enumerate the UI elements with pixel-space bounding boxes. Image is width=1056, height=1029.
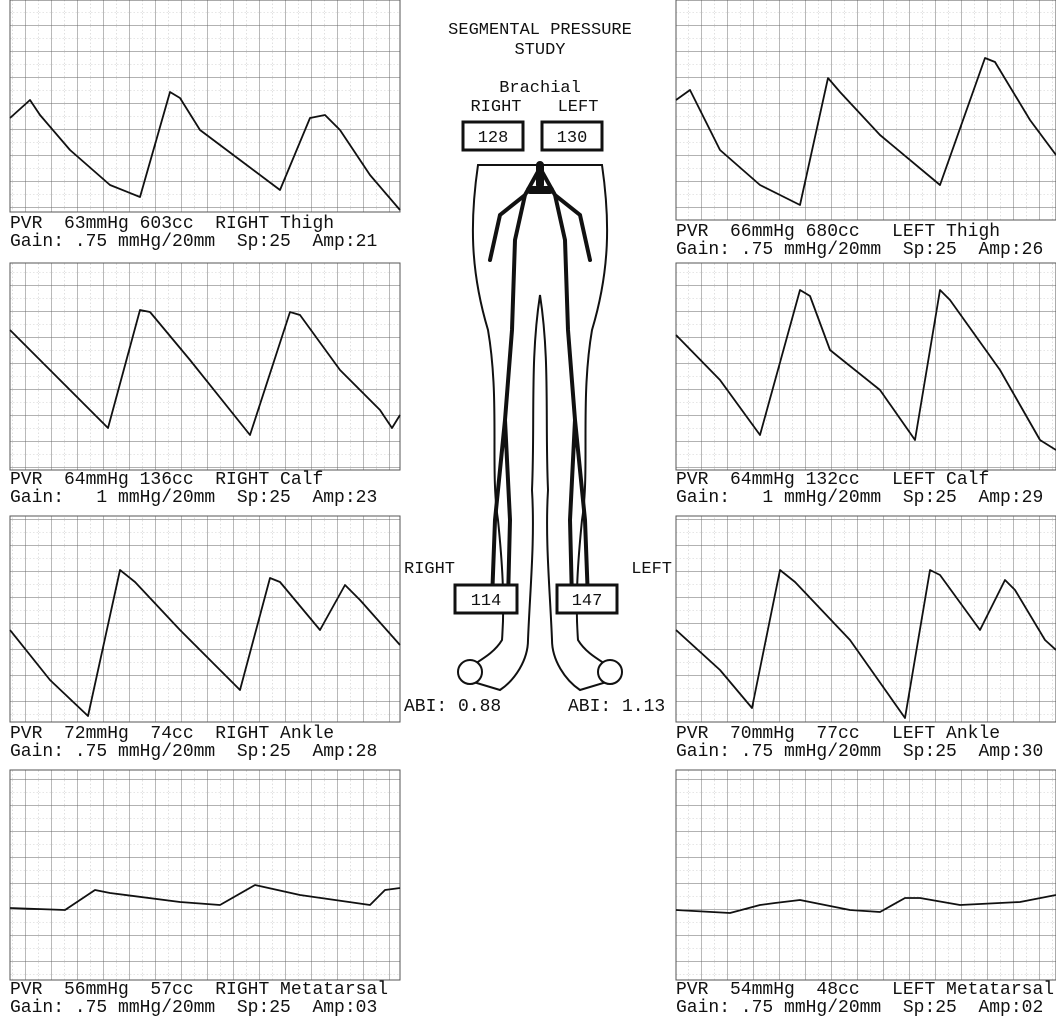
caption-line: PVR 54mmHg 48cc LEFT Metatarsal — [676, 980, 1054, 1000]
caption-line: Gain: .75 mmHg/20mm Sp:25 Amp:30 — [676, 742, 1043, 762]
caption-line: Gain: .75 mmHg/20mm Sp:25 Amp:02 — [676, 998, 1043, 1018]
pressure-value: 147 — [572, 592, 603, 611]
caption-line: Gain: 1 mmHg/20mm Sp:25 Amp:23 — [10, 488, 377, 508]
caption-line: PVR 70mmHg 77cc LEFT Ankle — [676, 724, 1000, 744]
chart-grid — [676, 263, 1056, 470]
chart-grid — [676, 770, 1056, 980]
chart-grid — [676, 516, 1056, 722]
foot — [598, 660, 622, 684]
pressure-value: 130 — [557, 129, 588, 148]
pressure-value: 128 — [478, 129, 509, 148]
foot — [458, 660, 482, 684]
caption-line: Gain: .75 mmHg/20mm Sp:25 Amp:28 — [10, 742, 377, 762]
caption-line: PVR 64mmHg 132cc LEFT Calf — [676, 470, 989, 490]
chart-grid — [10, 770, 400, 980]
caption-line: Gain: .75 mmHg/20mm Sp:25 Amp:26 — [676, 240, 1043, 260]
side-label: LEFT — [558, 98, 599, 117]
side-label: LEFT — [631, 560, 672, 579]
caption-line: PVR 66mmHg 680cc LEFT Thigh — [676, 222, 1000, 242]
side-label: RIGHT — [470, 98, 521, 117]
page: SEGMENTAL PRESSURE STUDY Brachial RIGHT … — [0, 0, 1056, 1024]
title: STUDY — [514, 41, 565, 60]
abi: ABI: 0.88 — [404, 697, 501, 717]
chart-grid — [10, 516, 400, 722]
side-label: RIGHT — [404, 560, 455, 579]
caption-line: PVR 56mmHg 57cc RIGHT Metatarsal — [10, 980, 388, 1000]
caption-line: Gain: .75 mmHg/20mm Sp:25 Amp:03 — [10, 998, 377, 1018]
pressure-value: 114 — [471, 592, 502, 611]
caption-line: PVR 64mmHg 136cc RIGHT Calf — [10, 470, 323, 490]
brachial-label: Brachial — [499, 79, 581, 98]
caption-line: Gain: 1 mmHg/20mm Sp:25 Amp:29 — [676, 488, 1043, 508]
chart-grid — [10, 0, 400, 212]
abi: ABI: 1.13 — [568, 697, 665, 717]
title: SEGMENTAL PRESSURE — [448, 21, 632, 40]
caption-line: PVR 63mmHg 603cc RIGHT Thigh — [10, 214, 334, 234]
chart-grid — [676, 0, 1056, 220]
chart-grid — [10, 263, 400, 470]
caption-line: PVR 72mmHg 74cc RIGHT Ankle — [10, 724, 334, 744]
caption-line: Gain: .75 mmHg/20mm Sp:25 Amp:21 — [10, 232, 377, 252]
report-sheet: SEGMENTAL PRESSURE STUDY Brachial RIGHT … — [0, 0, 1056, 1024]
